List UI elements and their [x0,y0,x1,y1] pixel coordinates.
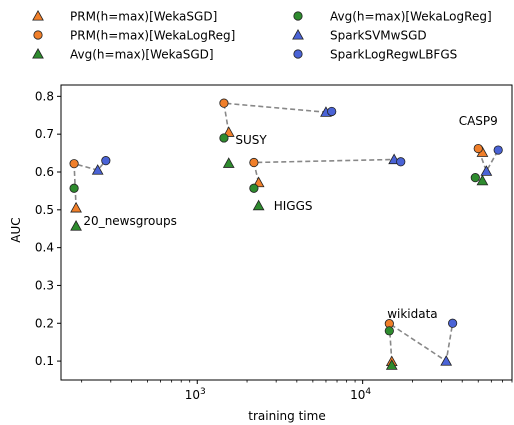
y-tick-label: 0.2 [35,316,54,330]
data-point [70,220,82,231]
data-point [384,326,394,336]
legend-marker [292,28,304,40]
dataset-label: CASP9 [459,114,498,128]
y-tick-label: 0.4 [35,241,54,255]
data-point [470,173,480,183]
legend-marker [293,49,303,59]
y-tick-label: 0.5 [35,203,54,217]
x-tick-label: 104 [350,387,371,402]
x-axis-label: training time [248,409,325,423]
plot-area: 0.1 0.2 0.3 0.4 0.5 0.6 0.7 0.8 103 104 20_newsgro… [35,84,513,402]
legend-marker [32,9,44,21]
y-tick-label: 0.3 [35,278,54,292]
y-tick-label: 0.7 [35,127,54,141]
y-tick-label: 0.6 [35,165,54,179]
dataset-label: SUSY [235,133,267,147]
data-point [493,145,503,155]
data-point [70,201,82,213]
data-point [440,355,453,366]
data-point [327,106,337,117]
legend-marker [32,47,44,59]
data-point [249,183,259,193]
data-point [69,159,79,169]
data-point [476,174,489,186]
legend-label: SparkLogRegwLBFGS [330,48,457,62]
legend-label: Avg(h=max)[WekaSGD] [70,48,214,62]
data-point [222,157,235,168]
data-point [69,183,79,193]
legend-marker [33,30,43,40]
data-point [219,133,229,143]
data-point [219,98,229,108]
x-tick-label: 103 [185,387,206,402]
legend-marker [293,11,303,21]
legend-label: SparkSVMwSGD [330,29,427,43]
connector-line [73,160,107,208]
data-point [91,164,104,175]
data-point [396,157,406,167]
legend-label: PRM(h=max)[WekaSGD] [70,10,217,24]
dataset-label: wikidata [387,307,437,321]
dataset-label: HIGGS [274,199,313,213]
data-point [480,165,493,176]
data-point [385,359,398,370]
data-point [473,143,483,154]
legend-label: Avg(h=max)[WekaLogReg] [330,10,492,24]
plot-frame [60,84,513,381]
y-tick-label: 0.1 [35,354,54,368]
y-axis-label: AUC [9,217,23,242]
legend: PRM(h=max)[WekaSGD] PRM(h=max)[WekaLogReg… [32,9,492,62]
data-point [249,157,259,168]
connector-line [388,322,454,363]
data-point [101,156,111,166]
data-point [252,199,265,211]
y-tick-label: 0.8 [35,89,54,103]
connector-line [222,102,332,133]
dataset-label: 20_newsgroups [83,214,176,228]
legend-label: PRM(h=max)[WekaLogReg] [70,29,235,43]
connector-line [252,158,402,183]
data-point [448,318,458,328]
